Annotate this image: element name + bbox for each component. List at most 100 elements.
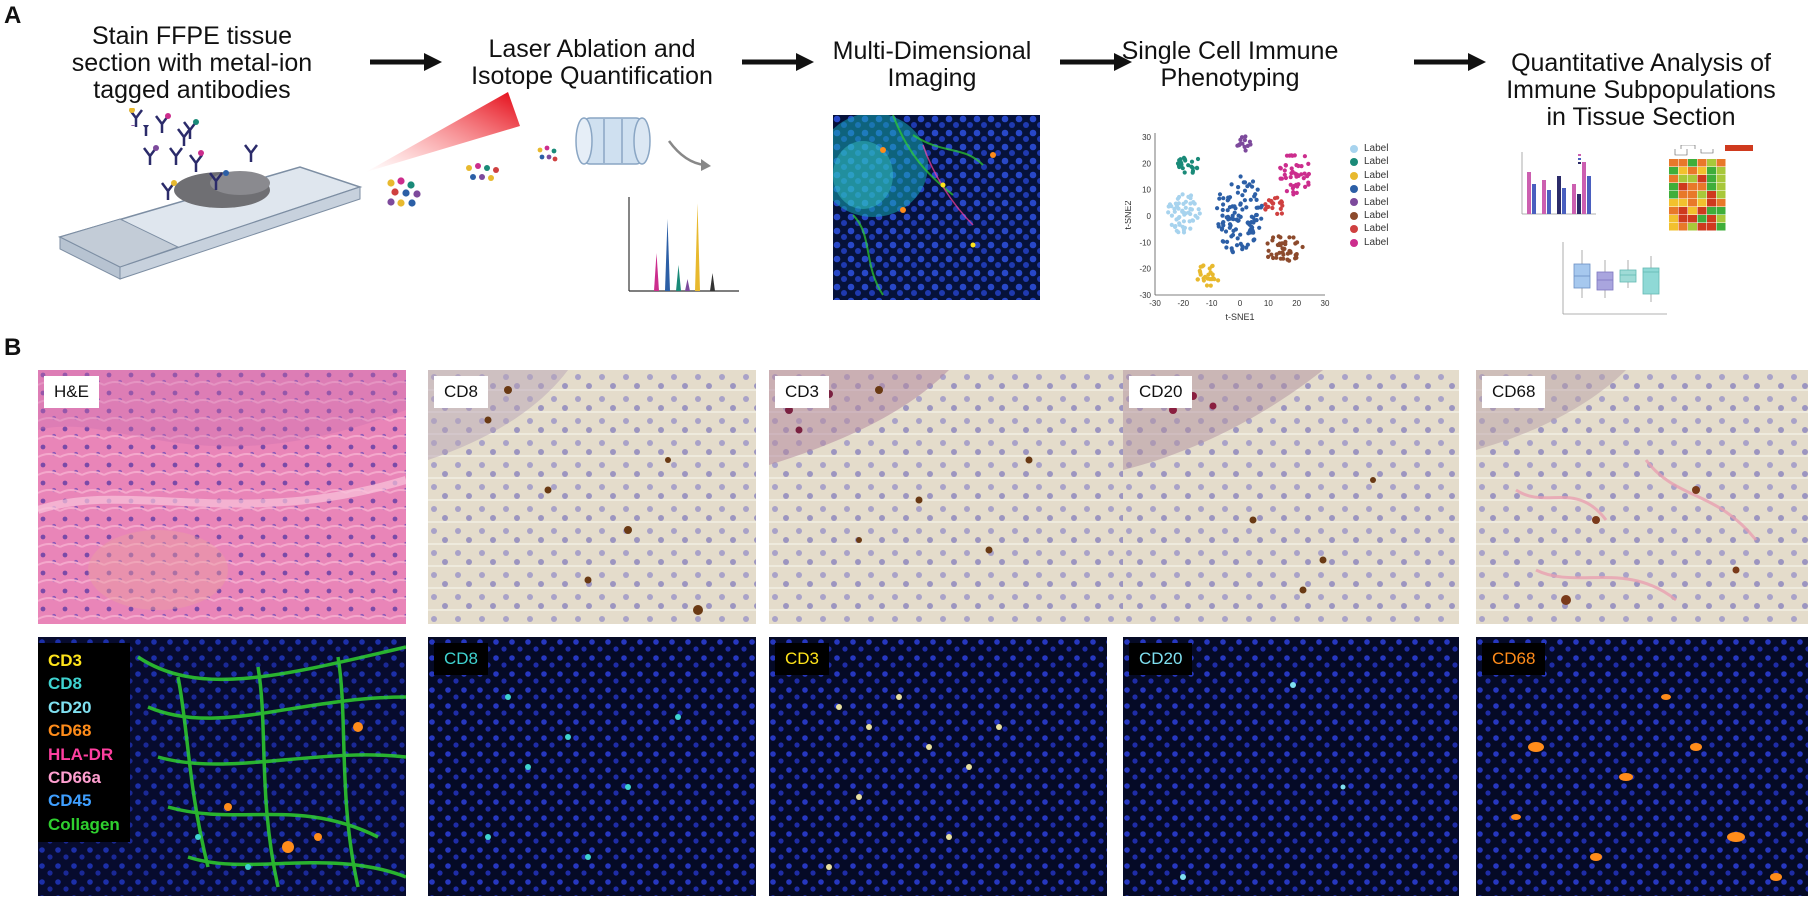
tsne-point bbox=[1259, 216, 1264, 221]
step-1-title: Stain FFPE tissue section with metal-ion… bbox=[42, 23, 342, 104]
tsne-point bbox=[1195, 277, 1200, 282]
tsne-point bbox=[1282, 168, 1287, 173]
tsne-point bbox=[1246, 231, 1251, 236]
heatmap-cell bbox=[1669, 223, 1678, 231]
heatmap-cell bbox=[1716, 183, 1726, 191]
tsne-xtick-label: 20 bbox=[1292, 299, 1301, 308]
tsne-point bbox=[1289, 171, 1294, 176]
tsne-point bbox=[1219, 227, 1224, 232]
tsne-point bbox=[1216, 222, 1221, 227]
tsne-point bbox=[1217, 196, 1222, 201]
tsne-point bbox=[1238, 241, 1243, 246]
channel-label-cd8: CD8 bbox=[434, 643, 489, 675]
tsne-point bbox=[1203, 274, 1208, 279]
tsne-legend-item: Label bbox=[1350, 155, 1388, 168]
tsne-point bbox=[1263, 207, 1268, 212]
tsne-scatter-plot: -30 -20 -10 0 10 20 30 30 20 10 0 -10 -20 -30 t-SNE1… bbox=[1125, 133, 1330, 322]
tsne-point bbox=[1305, 174, 1310, 179]
tsne-point bbox=[1169, 222, 1174, 227]
tsne-point bbox=[1238, 201, 1243, 206]
tsne-point bbox=[1220, 207, 1225, 213]
tsne-ytick-label: 30 bbox=[1142, 133, 1151, 142]
tsne-point bbox=[1303, 184, 1308, 189]
channel-label-cd3: CD3 bbox=[775, 643, 830, 675]
heatmap-cell bbox=[1678, 159, 1688, 167]
tsne-point bbox=[1258, 205, 1264, 210]
tsne-point bbox=[1233, 206, 1238, 211]
if-image-cd20: CD20 bbox=[1123, 637, 1459, 896]
tsne-point bbox=[1283, 163, 1288, 168]
tsne-point bbox=[1288, 182, 1293, 187]
tsne-point bbox=[1181, 155, 1187, 160]
tsne-point bbox=[1254, 197, 1259, 202]
heatmap-cell bbox=[1688, 175, 1697, 183]
tsne-point bbox=[1279, 199, 1284, 204]
tsne-point bbox=[1238, 214, 1243, 219]
tsne-point bbox=[1230, 213, 1235, 218]
tsne-point bbox=[1166, 204, 1171, 209]
heatmap-cell bbox=[1688, 167, 1697, 175]
heatmap-cell bbox=[1678, 215, 1688, 223]
tsne-point bbox=[1245, 220, 1250, 225]
tsne-point bbox=[1238, 232, 1243, 237]
tsne-point bbox=[1186, 163, 1191, 168]
if-image-composite: CD3 CD8 CD20 CD68 HLA-DR CD66a CD45 Collagen bbox=[38, 637, 406, 896]
tsne-point bbox=[1306, 180, 1311, 185]
stain-label-he: H&E bbox=[44, 376, 99, 408]
ihc-image-cd68: CD68 bbox=[1476, 370, 1808, 624]
box-plot-thumbnail bbox=[1562, 242, 1667, 315]
tsne-point bbox=[1204, 283, 1210, 288]
tsne-point bbox=[1190, 168, 1196, 173]
tsne-point bbox=[1225, 208, 1230, 213]
heatmap-cell bbox=[1716, 175, 1726, 183]
tsne-point bbox=[1188, 226, 1193, 231]
tsne-point bbox=[1271, 255, 1276, 261]
heatmap-cell bbox=[1707, 167, 1716, 175]
tsne-point bbox=[1242, 144, 1247, 149]
heatmap-cell bbox=[1669, 199, 1678, 207]
tsne-xtick-label: 0 bbox=[1238, 299, 1243, 308]
tsne-point bbox=[1227, 222, 1233, 227]
tsne-point bbox=[1209, 277, 1214, 282]
tsne-point bbox=[1250, 184, 1255, 189]
tsne-point bbox=[1245, 184, 1250, 189]
tsne-point bbox=[1290, 153, 1295, 158]
tsne-point bbox=[1266, 254, 1271, 259]
tsne-point bbox=[1227, 225, 1232, 230]
tsne-xtick-label: 10 bbox=[1264, 299, 1273, 308]
step-2-title: Laser Ablation and Isotope Quantificatio… bbox=[432, 36, 752, 90]
tsne-point bbox=[1254, 212, 1259, 218]
tsne-ytick-label: -10 bbox=[1139, 238, 1151, 247]
heatmap-cell bbox=[1707, 159, 1716, 167]
tsne-point bbox=[1229, 182, 1234, 187]
heatmap-cell bbox=[1669, 191, 1678, 199]
tsne-point bbox=[1196, 207, 1201, 212]
tsne-point bbox=[1253, 192, 1258, 197]
legend-swatch bbox=[1350, 144, 1358, 153]
legend-label: Label bbox=[1364, 169, 1389, 181]
ion-cloud-icon bbox=[387, 177, 421, 207]
tsne-point bbox=[1178, 159, 1183, 164]
channel-label-cd20: CD20 bbox=[1129, 643, 1193, 675]
heatmap-cell bbox=[1669, 183, 1678, 191]
heatmap-cell bbox=[1697, 159, 1707, 167]
tsne-point bbox=[1208, 270, 1213, 275]
tsne-point bbox=[1224, 245, 1229, 250]
legend-swatch bbox=[1350, 171, 1358, 180]
heatmap-cell bbox=[1707, 175, 1716, 183]
tsne-point bbox=[1296, 182, 1301, 187]
heatmap-cell bbox=[1678, 207, 1688, 215]
if-image-cd3: CD3 bbox=[769, 637, 1107, 896]
heatmap-cell bbox=[1678, 167, 1688, 175]
step-5-title: Quantitative Analysis of Immune Subpopul… bbox=[1476, 50, 1806, 131]
tsne-point bbox=[1190, 218, 1196, 223]
channel-legend-item: CD20 bbox=[48, 697, 92, 717]
tsne-point bbox=[1294, 163, 1299, 168]
tsne-point bbox=[1281, 256, 1286, 261]
arrow-right-icon bbox=[742, 53, 814, 71]
tsne-point bbox=[1172, 224, 1178, 229]
tsne-point bbox=[1234, 217, 1239, 222]
tsne-point bbox=[1189, 207, 1194, 212]
tsne-point bbox=[1279, 176, 1284, 181]
tsne-point bbox=[1235, 236, 1240, 241]
